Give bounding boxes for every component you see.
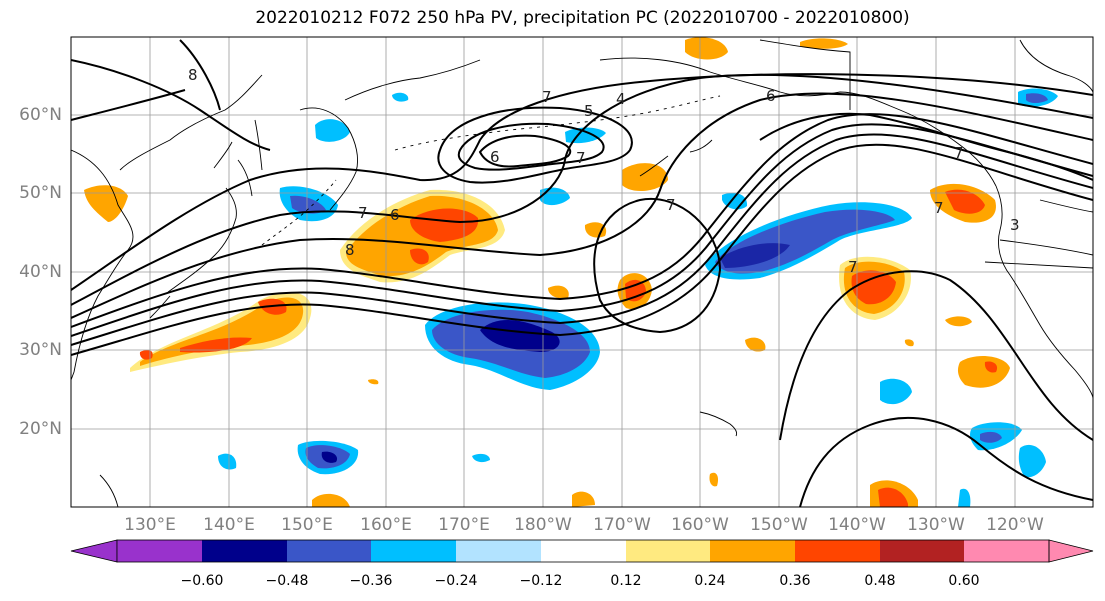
longitude-label: 160°W xyxy=(671,515,729,535)
colorbar-tick-label: 0.60 xyxy=(948,573,980,589)
longitude-label: 140°W xyxy=(828,515,886,535)
colorbar-tick-label: −0.12 xyxy=(519,573,563,589)
contour-label: 4 xyxy=(616,90,626,108)
map-title: 2022010212 F072 250 hPa PV, precipitatio… xyxy=(255,8,910,28)
contour-label: 6 xyxy=(390,206,400,224)
longitude-label: 170°E xyxy=(438,515,490,535)
longitude-label: 140°E xyxy=(203,515,255,535)
colorbar-tick-label: 0.48 xyxy=(864,573,896,589)
longitude-label: 130°W xyxy=(907,515,965,535)
colorbar-tick-label: 0.24 xyxy=(694,573,726,589)
graticule xyxy=(71,37,1093,507)
longitude-label: 160°E xyxy=(360,515,412,535)
contour-label: 6 xyxy=(766,87,776,105)
latitude-label: 60°N xyxy=(19,105,62,125)
map-frame xyxy=(70,36,1094,508)
contour-label: 8 xyxy=(188,66,198,84)
longitude-label: 120°W xyxy=(986,515,1044,535)
colorbar-tick-label: −0.36 xyxy=(349,573,393,589)
contour-label: 3 xyxy=(1010,216,1020,234)
colorbar-tick-label: 0.36 xyxy=(779,573,811,589)
latitude-label: 40°N xyxy=(19,262,62,282)
colorbar xyxy=(70,539,1094,563)
longitude-label: 150°W xyxy=(750,515,808,535)
colorbar-tick-label: −0.60 xyxy=(180,573,224,589)
precipitation-anomaly-fields xyxy=(84,37,1058,507)
latitude-label: 30°N xyxy=(19,340,62,360)
contour-label: 7 xyxy=(358,204,368,222)
colorbar-tick-label: −0.48 xyxy=(265,573,309,589)
contour-label: 7 xyxy=(848,258,858,276)
pv-contours xyxy=(71,39,1093,507)
contour-label: 7 xyxy=(576,149,586,167)
contour-label: 6 xyxy=(490,148,500,166)
longitude-label: 130°E xyxy=(124,515,176,535)
contour-label: 7 xyxy=(954,144,964,162)
contour-label: 5 xyxy=(584,102,594,120)
contour-label: 7 xyxy=(542,88,552,106)
longitude-label: 170°W xyxy=(593,515,651,535)
longitude-label: 180°W xyxy=(514,515,572,535)
longitude-label: 150°E xyxy=(281,515,333,535)
colorbar-tick-label: 0.12 xyxy=(610,573,642,589)
contour-label: 8 xyxy=(345,241,355,259)
latitude-label: 50°N xyxy=(19,183,62,203)
contour-labels: 8 7 6 5 4 7 6 7 7 7 6 7 8 7 3 xyxy=(188,66,1020,276)
contour-label: 7 xyxy=(666,196,676,214)
colorbar-tick-label: −0.24 xyxy=(434,573,478,589)
contour-label: 7 xyxy=(934,199,944,217)
latitude-label: 20°N xyxy=(19,419,62,439)
